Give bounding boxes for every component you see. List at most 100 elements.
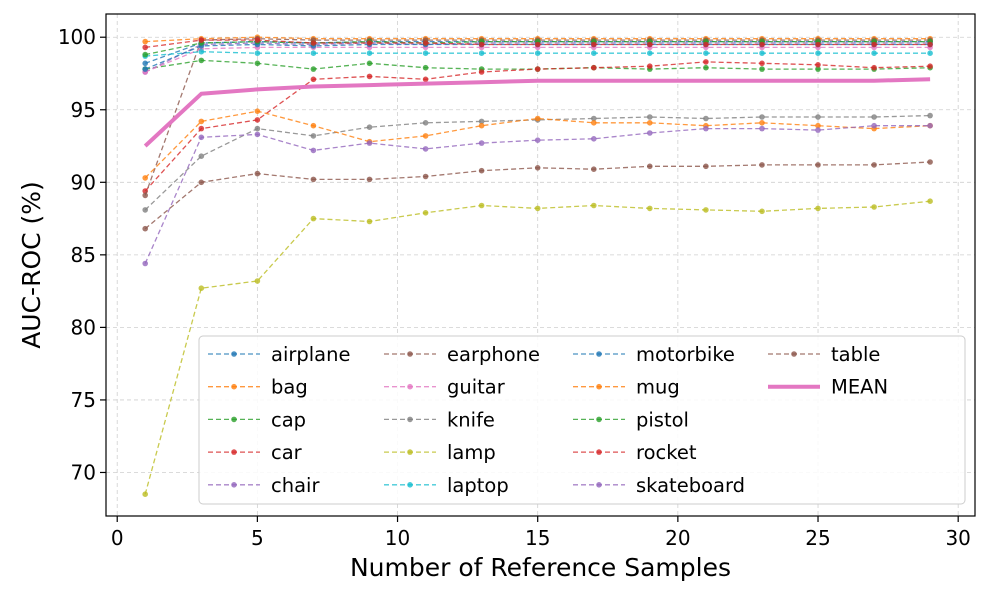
data-point: [815, 122, 821, 129]
data-point: [366, 60, 373, 67]
data-point: [198, 118, 205, 125]
legend-label: airplane: [271, 343, 351, 366]
data-point: [254, 60, 261, 67]
data-point: [927, 112, 933, 119]
data-point: [647, 63, 653, 69]
data-point: [871, 204, 877, 210]
data-point: [478, 202, 485, 209]
series-line: [144, 42, 931, 73]
data-point: [422, 173, 429, 180]
data-point: [703, 50, 709, 56]
legend-item-car: car: [208, 441, 303, 464]
series-laptop: [142, 48, 933, 59]
data-point: [759, 125, 765, 132]
series-line: [144, 46, 931, 73]
data-point: [759, 50, 765, 56]
y-tick-label: 75: [71, 388, 96, 412]
data-point: [198, 48, 205, 55]
data-point: [815, 114, 821, 120]
data-point: [927, 198, 933, 204]
data-point: [871, 122, 877, 129]
data-point: [142, 38, 148, 45]
data-point: [478, 41, 485, 48]
data-point: [591, 202, 597, 209]
legend-label: knife: [447, 408, 495, 431]
data-point: [366, 140, 373, 146]
data-point: [647, 41, 653, 48]
data-point: [815, 205, 821, 212]
data-point: [647, 114, 653, 120]
data-point: [422, 64, 429, 71]
legend-label: table: [831, 343, 880, 366]
x-tick-label: 5: [251, 526, 264, 550]
data-point: [198, 153, 205, 159]
legend-item-airplane: airplane: [208, 343, 351, 366]
data-point: [254, 125, 261, 132]
data-point: [310, 40, 317, 46]
data-point: [310, 50, 317, 56]
legend-label: mug: [636, 376, 680, 399]
legend-item-motorbike: motorbike: [573, 343, 735, 366]
legend-marker: [407, 482, 413, 488]
data-point: [534, 66, 541, 72]
data-point: [871, 64, 877, 71]
data-point: [478, 140, 485, 146]
legend-item-mug: mug: [573, 376, 680, 399]
data-point: [591, 136, 597, 142]
series-knife: [142, 112, 933, 213]
series-line: [144, 38, 931, 196]
data-point: [815, 41, 821, 48]
plot-frame: [105, 13, 976, 517]
data-point: [366, 40, 373, 46]
data-point: [647, 120, 653, 126]
legend-item-pistol: pistol: [573, 408, 689, 431]
legend-marker: [596, 482, 602, 488]
data-point: [647, 130, 653, 136]
x-axis-title: Number of Reference Samples: [350, 553, 731, 582]
data-point: [366, 124, 373, 130]
legend-marker: [231, 416, 237, 423]
data-point: [927, 63, 933, 69]
data-point: [142, 192, 148, 199]
series-skateboard: [142, 122, 933, 267]
data-point: [198, 134, 205, 141]
data-point: [703, 125, 709, 132]
legend-item-chair: chair: [208, 474, 320, 497]
data-point: [366, 176, 373, 183]
data-point: [142, 51, 148, 58]
legend-marker: [596, 449, 602, 455]
series-line: [144, 125, 931, 264]
y-tick-label: 95: [71, 98, 96, 122]
data-point: [703, 59, 709, 65]
series-line: [143, 77, 931, 148]
data-point: [422, 76, 429, 83]
data-point: [478, 122, 485, 129]
y-tick-label: 90: [71, 170, 96, 194]
data-point: [703, 115, 709, 122]
data-point: [254, 108, 261, 114]
data-point: [366, 73, 373, 80]
legend-label: chair: [271, 474, 320, 497]
data-point: [310, 215, 317, 222]
data-point: [647, 205, 653, 212]
data-point: [927, 41, 933, 48]
data-point: [310, 66, 317, 72]
data-point: [759, 114, 765, 120]
data-point: [254, 170, 261, 177]
x-tick-label: 0: [111, 526, 124, 550]
x-tick-label: 15: [525, 526, 550, 550]
data-point: [815, 62, 821, 68]
data-point: [591, 166, 597, 172]
data-point: [310, 122, 317, 129]
legend-marker: [596, 383, 602, 390]
data-point: [422, 50, 429, 56]
legend-item-table: table: [768, 343, 880, 366]
legend-label: guitar: [447, 376, 506, 399]
series-line: [144, 114, 931, 211]
legend-label: earphone: [447, 343, 540, 366]
data-point: [591, 41, 597, 48]
legend-label: motorbike: [636, 343, 735, 366]
legend-item-skateboard: skateboard: [573, 474, 745, 497]
